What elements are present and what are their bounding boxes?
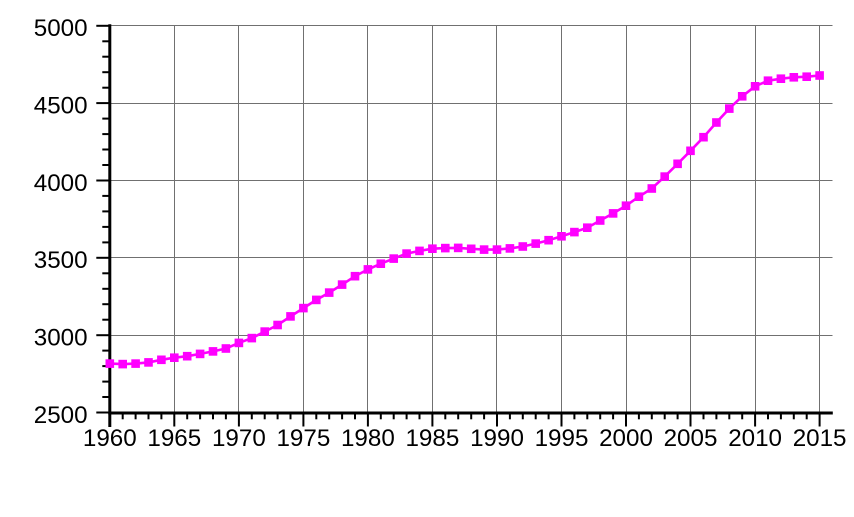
- svg-text:1970: 1970: [212, 425, 266, 452]
- svg-text:1990: 1990: [470, 425, 524, 452]
- svg-text:3000: 3000: [34, 325, 88, 352]
- svg-text:2500: 2500: [34, 402, 88, 429]
- svg-text:2005: 2005: [664, 425, 718, 452]
- svg-text:1960: 1960: [83, 425, 137, 452]
- svg-text:1985: 1985: [405, 425, 459, 452]
- svg-text:1965: 1965: [147, 425, 201, 452]
- svg-text:4500: 4500: [34, 92, 88, 119]
- svg-text:2010: 2010: [728, 425, 782, 452]
- svg-text:1975: 1975: [276, 425, 330, 452]
- svg-text:4000: 4000: [34, 170, 88, 197]
- svg-text:5000: 5000: [34, 15, 88, 42]
- svg-text:1995: 1995: [535, 425, 589, 452]
- svg-text:2000: 2000: [599, 425, 653, 452]
- svg-text:3500: 3500: [34, 247, 88, 274]
- svg-text:2015: 2015: [793, 425, 847, 452]
- svg-text:1980: 1980: [341, 425, 395, 452]
